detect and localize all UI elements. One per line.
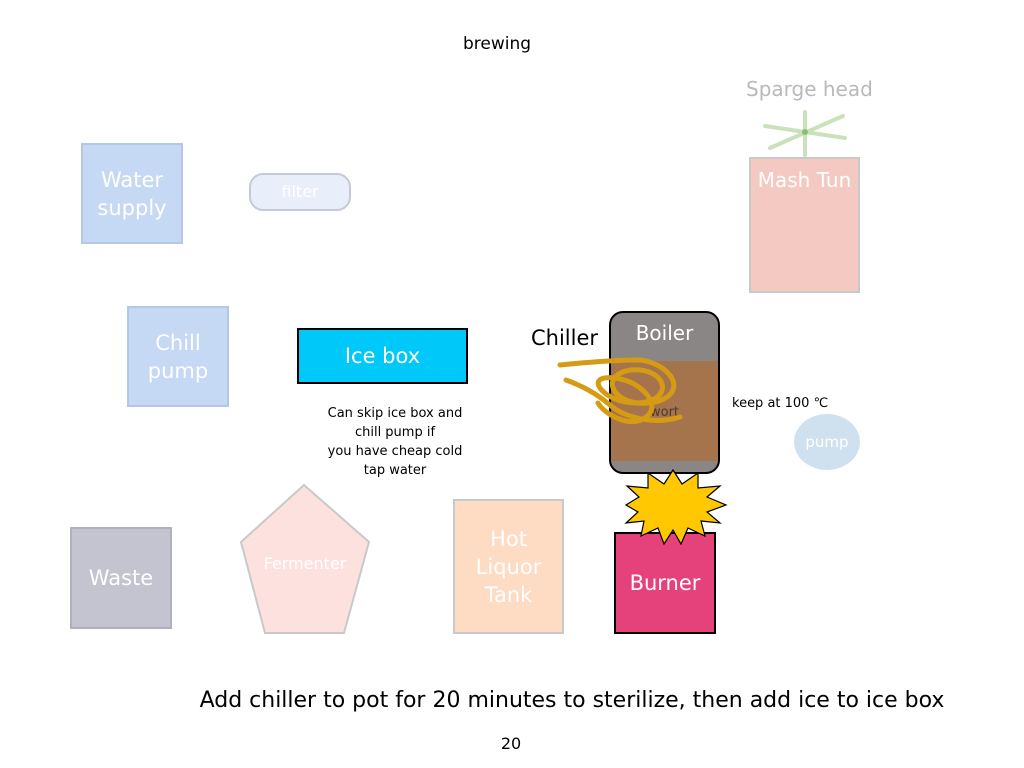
waste-box: Waste [70, 527, 172, 629]
fermenter-shape [239, 483, 371, 634]
burner-box: Burner [614, 532, 716, 634]
ice-box-note-line: tap water [363, 463, 427, 478]
ice-box-note-line: you have cheap cold [327, 444, 463, 459]
slide-title: brewing [462, 34, 532, 54]
ice-box-note: Can skip ice box and chill pump if you h… [310, 404, 480, 480]
sparge-head-hub [802, 129, 808, 135]
mash-tun-label: Mash Tun [757, 168, 852, 192]
ice-box-label: Ice box [344, 344, 421, 368]
chiller-label: Chiller [531, 326, 599, 350]
filter-box: filter [249, 173, 351, 211]
flame-icon [624, 468, 728, 546]
ice-box-note-line: chill pump if [354, 425, 436, 440]
chill-pump-label-line1: Chill [155, 330, 201, 355]
chill-pump-box: Chill pump [127, 306, 229, 407]
hlt-label-line1: Hot [490, 526, 527, 551]
hlt-label-line2: Liquor [475, 554, 542, 579]
mash-tun-box: Mash Tun [749, 157, 860, 293]
filter-label: filter [281, 182, 319, 201]
fermenter-label: Fermenter [263, 554, 347, 573]
slide-caption: Add chiller to pot for 20 minutes to ste… [199, 688, 945, 713]
pump-label: pump [805, 433, 849, 451]
water-supply-label-line1: Water [100, 167, 164, 192]
boiler-label: Boiler [635, 321, 694, 345]
chill-pump-label-line2: pump [147, 358, 209, 383]
keep-temperature-note: keep at 100 ℃ [732, 396, 829, 411]
boiler: Boiler wort [609, 311, 720, 474]
ice-box-note-line: Can skip ice box and [327, 406, 463, 421]
water-supply-label-line2: supply [97, 195, 167, 220]
pump-ellipse: pump [794, 414, 860, 470]
waste-label: Waste [88, 566, 154, 590]
hlt-label-line3: Tank [484, 582, 533, 607]
hot-liquor-tank-box: Hot Liquor Tank [453, 499, 564, 634]
ice-box: Ice box [297, 328, 468, 384]
wort-label: wort [649, 405, 680, 420]
burner-label: Burner [629, 571, 701, 595]
chiller-coil-icon [557, 357, 683, 425]
wort-liquid [611, 361, 718, 461]
sparge-head-label: Sparge head [746, 77, 873, 101]
page-number: 20 [500, 734, 522, 753]
water-supply-box: Water supply [81, 143, 183, 244]
